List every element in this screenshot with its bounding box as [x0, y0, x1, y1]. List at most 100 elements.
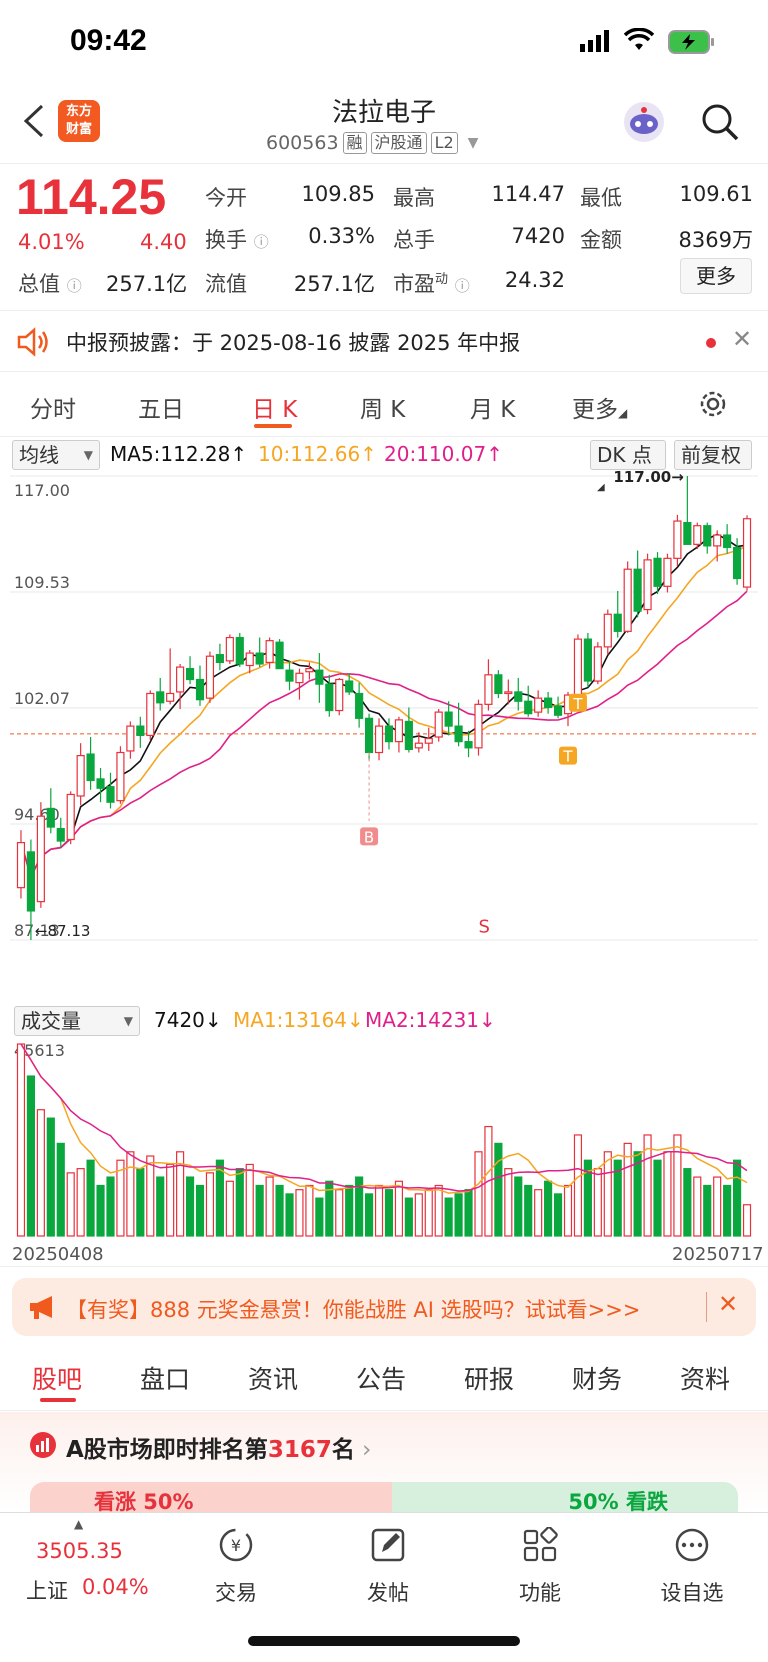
- rank-number: 3167: [267, 1437, 332, 1463]
- tab-finance[interactable]: 财务: [572, 1365, 623, 1394]
- vote-down[interactable]: 50% 看跌: [392, 1482, 738, 1512]
- tab-monthly-k[interactable]: 月 K: [470, 397, 516, 423]
- volume-select[interactable]: 成交量 ▼: [14, 1006, 140, 1036]
- candle-body: [613, 613, 622, 632]
- volume-bar: [136, 1168, 145, 1237]
- settings-gear-icon[interactable]: [697, 388, 729, 424]
- edit-icon: [371, 1528, 405, 1562]
- candle-body: [593, 646, 602, 682]
- candle-body: [663, 557, 672, 587]
- tab-weekly-k[interactable]: 周 K: [360, 397, 406, 423]
- volume-ma1-line: [20, 1043, 748, 1194]
- tab-research[interactable]: 研报: [464, 1365, 515, 1394]
- volume-bar: [275, 1184, 284, 1237]
- watchlist-button[interactable]: 设自选: [642, 1527, 742, 1607]
- candle-body: [146, 692, 155, 737]
- tab-pankou[interactable]: 盘口: [140, 1365, 191, 1394]
- pe-value: 24.32: [504, 268, 565, 292]
- high-value-display: 114.47: [491, 182, 565, 206]
- volume-bar: [653, 1159, 662, 1237]
- dk-point-button[interactable]: DK 点 ◢: [590, 440, 666, 493]
- candle-body: [444, 711, 453, 727]
- candle-body: [514, 691, 523, 702]
- tab-daily-k[interactable]: 日 K: [252, 397, 298, 423]
- volume-bar: [713, 1176, 722, 1237]
- change-percent: 4.01%: [18, 230, 85, 254]
- total-value-label: 总值 ⓘ: [18, 272, 82, 296]
- tab-guba[interactable]: 股吧: [32, 1365, 83, 1394]
- up-triangle-icon: ▲: [74, 1517, 84, 1531]
- ma5-text: MA5:112.28: [110, 442, 231, 466]
- price-tick-label: 117.00: [14, 481, 70, 500]
- ma10-text: 10:112.66: [258, 442, 361, 466]
- info-icon: ⓘ: [253, 233, 269, 251]
- ma20-line: [20, 590, 748, 879]
- rank-card[interactable]: A股市场即时排名第3167名 › 看涨 50% 50% 看跌: [0, 1412, 768, 1512]
- candle-body: [394, 719, 403, 743]
- volume-chart[interactable]: 45613: [10, 1036, 758, 1242]
- candle-body: [275, 641, 284, 670]
- ma-select[interactable]: 均线 ▼: [12, 440, 100, 470]
- volume-bar: [742, 1204, 752, 1237]
- promo-banner[interactable]: 【有奖】888 元奖金悬赏！你能战胜 AI 选股吗？试试看>>> ✕: [12, 1278, 756, 1336]
- post-button[interactable]: 发帖: [338, 1527, 438, 1607]
- price-tick-label: 109.53: [14, 573, 70, 592]
- more-button[interactable]: 更多: [680, 258, 752, 294]
- adjust-button[interactable]: 前复权: [674, 440, 752, 470]
- tab-profile[interactable]: 资料: [680, 1365, 731, 1394]
- function-button[interactable]: 功能: [490, 1526, 590, 1607]
- tag-connect: 沪股通: [370, 132, 427, 154]
- tab-intraday[interactable]: 分时: [30, 397, 76, 423]
- candle-body: [374, 725, 384, 754]
- ma20-value: 20:110.07↑: [384, 442, 503, 466]
- price-tick-label: 87.13: [14, 921, 60, 940]
- chart-bottom-divider: [0, 1266, 768, 1267]
- volume-value-text: 7420: [154, 1008, 205, 1032]
- volume-bar: [205, 1172, 215, 1237]
- low-value: 109.61: [679, 182, 753, 206]
- header-divider: [0, 163, 768, 164]
- volume-bar: [146, 1155, 155, 1237]
- index-name: 上证: [26, 1579, 68, 1603]
- home-indicator: [248, 1636, 520, 1646]
- notice-bar[interactable]: 中报预披露：于 2025-08-16 披露 2025 年中报 ✕: [0, 310, 768, 372]
- speaker-icon: [16, 327, 50, 361]
- candle-body: [335, 678, 344, 712]
- candle-body: [126, 725, 135, 752]
- info-icon: ⓘ: [454, 277, 470, 295]
- tab-news[interactable]: 资讯: [248, 1365, 299, 1394]
- float-value: 257.1亿: [293, 272, 375, 296]
- battery-icon: [668, 30, 716, 58]
- total-value: 257.1亿: [106, 272, 188, 296]
- rank-text: A股市场即时排名第3167名 ›: [66, 1430, 371, 1464]
- notice-text: 中报预披露：于 2025-08-16 披露 2025 年中报: [66, 331, 521, 355]
- volume-bar: [534, 1189, 543, 1237]
- svg-text:¥: ¥: [231, 1536, 241, 1555]
- tab-more[interactable]: 更多◢: [572, 390, 627, 424]
- tab-five-day[interactable]: 五日: [138, 397, 184, 423]
- candle-body: [66, 793, 75, 841]
- volume-bar: [464, 1189, 473, 1237]
- candle-body: [136, 725, 145, 737]
- back-button[interactable]: [22, 104, 46, 142]
- search-icon[interactable]: [700, 102, 740, 146]
- close-icon[interactable]: ✕: [718, 1290, 739, 1318]
- stock-code-row[interactable]: 600563 融 沪股通 L2 ▼: [266, 132, 478, 154]
- index-value[interactable]: 3505.35: [36, 1539, 123, 1563]
- volume-bar: [434, 1184, 443, 1237]
- tab-announcements[interactable]: 公告: [356, 1365, 407, 1394]
- volume-bar: [106, 1176, 115, 1237]
- close-icon[interactable]: ✕: [732, 325, 753, 353]
- volume-bar: [56, 1142, 65, 1237]
- candle-body: [245, 652, 254, 667]
- robot-assistant-icon[interactable]: [622, 100, 666, 148]
- eastmoney-logo[interactable]: 东方 财富: [58, 100, 100, 142]
- trade-button[interactable]: ¥ 交易: [186, 1527, 286, 1607]
- candle-body: [583, 638, 592, 682]
- turnover-label: 换手 ⓘ: [205, 224, 269, 254]
- volume-bar: [514, 1176, 523, 1237]
- candle-body: [544, 697, 553, 709]
- vote-up[interactable]: 看涨 50%: [30, 1482, 392, 1512]
- active-tab-indicator: [254, 424, 292, 428]
